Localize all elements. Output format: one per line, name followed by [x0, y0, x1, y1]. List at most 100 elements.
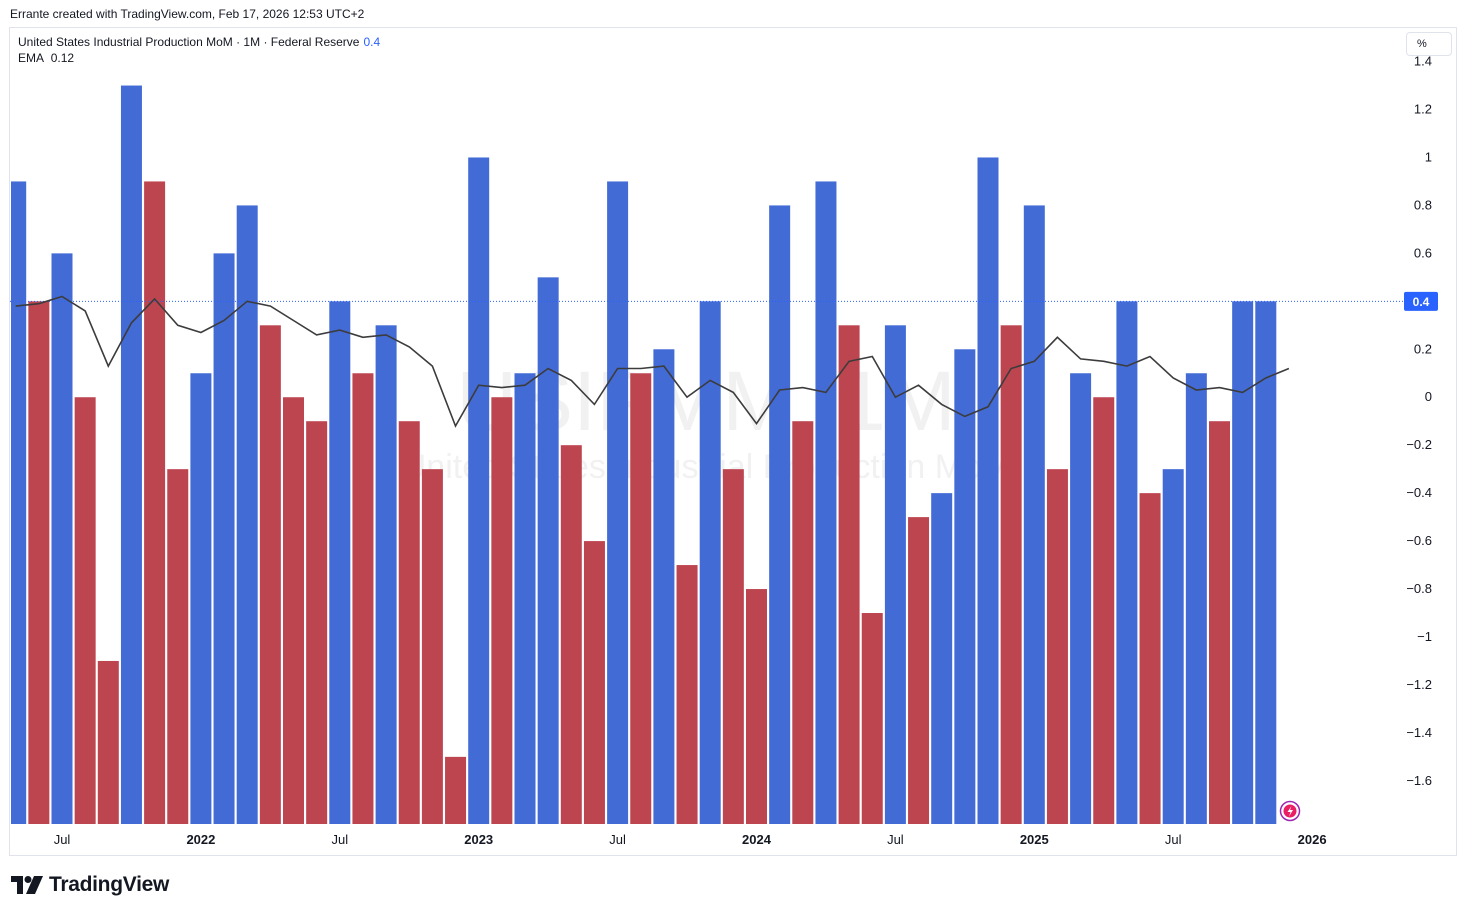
x-tick-year-label: 2025: [1020, 832, 1049, 847]
y-tick-label: −1.4: [1406, 725, 1432, 740]
percent-unit-button[interactable]: %: [1406, 32, 1452, 56]
bar: [1185, 373, 1207, 824]
bar: [746, 589, 767, 824]
x-tick-month-label: Jul: [609, 832, 626, 847]
bar: [699, 301, 721, 824]
bar: [468, 157, 490, 825]
bar: [491, 397, 513, 824]
bar: [653, 349, 675, 824]
bar: [11, 181, 27, 824]
bar: [1139, 493, 1161, 824]
y-tick-label: −0.6: [1406, 533, 1432, 548]
bar: [560, 445, 582, 824]
bar: [676, 565, 698, 824]
bar: [607, 181, 629, 824]
tradingview-logo-text: TradingView: [49, 873, 170, 896]
bar: [144, 181, 166, 824]
bar: [1000, 325, 1022, 824]
bar: [1162, 469, 1184, 824]
chart-credit: Errante created with TradingView.com, Fe…: [10, 7, 365, 21]
series-title: United States Industrial Production MoM …: [18, 35, 360, 49]
bar: [931, 493, 953, 824]
bar: [537, 277, 559, 825]
bar: [445, 756, 467, 824]
x-tick-year-label: 2026: [1298, 832, 1327, 847]
bar: [120, 85, 142, 824]
x-tick-year-label: 2022: [186, 832, 215, 847]
y-tick-label: 0: [1425, 389, 1432, 404]
bar: [1046, 469, 1068, 824]
y-tick-label: −0.8: [1406, 581, 1432, 596]
y-tick-label: 1: [1425, 149, 1432, 164]
bar: [1093, 397, 1115, 824]
y-tick-label: −0.2: [1406, 437, 1432, 452]
x-tick-month-label: Jul: [54, 832, 71, 847]
x-tick-month-label: Jul: [887, 832, 904, 847]
bar: [1209, 421, 1230, 824]
bar: [792, 421, 814, 824]
y-tick-label: −1.2: [1406, 677, 1432, 692]
series-legend[interactable]: United States Industrial Production MoM …: [18, 34, 380, 66]
last-value-tag-label: 0.4: [1413, 295, 1430, 309]
bar: [375, 325, 397, 824]
bar: [861, 613, 883, 824]
y-tick-label: −1: [1417, 629, 1432, 644]
y-tick-label: 1.4: [1414, 54, 1432, 69]
bars-layer: [11, 85, 1277, 825]
bar: [1070, 373, 1092, 824]
x-tick-year-label: 2024: [742, 832, 772, 847]
series-legend-row[interactable]: United States Industrial Production MoM …: [18, 34, 380, 50]
x-axis[interactable]: Jul 2022 Jul 2023 Jul 2024 Jul 2025 Jul 2026: [54, 832, 1327, 847]
bar: [28, 301, 50, 824]
y-tick-label: 0.2: [1414, 341, 1432, 356]
tradingview-logo[interactable]: TradingView: [11, 873, 169, 897]
bar: [398, 421, 420, 824]
bar: [352, 373, 374, 824]
bar: [167, 469, 189, 824]
bar: [838, 325, 860, 824]
bar: [1232, 301, 1254, 824]
bar: [977, 157, 999, 825]
bar: [421, 469, 443, 824]
chart-frame: [9, 27, 1457, 856]
series-value: 0.4: [363, 35, 381, 49]
bar: [1255, 301, 1277, 824]
bar: [583, 541, 605, 824]
y-axis[interactable]: 1.4 1.2 1 0.8 0.6 0.2 0 −0.2 −0.4 −0.6 −0.8 −1 −1.2 −…: [1406, 54, 1432, 788]
bar: [51, 253, 73, 825]
flash-icon[interactable]: [1279, 800, 1301, 822]
last-value-tag: 0.4: [1404, 291, 1438, 311]
y-tick-label: 0.6: [1414, 245, 1432, 260]
bar: [1116, 301, 1138, 824]
y-tick-label: 0.8: [1414, 197, 1432, 212]
bar: [190, 373, 212, 824]
ema-legend-row[interactable]: EMA 0.12: [18, 50, 380, 66]
x-tick-month-label: Jul: [1165, 832, 1182, 847]
ema-label: EMA: [18, 51, 45, 65]
bar: [1023, 205, 1045, 824]
bar: [722, 469, 744, 824]
bar: [306, 421, 328, 824]
tradingview-logo-icon: [11, 876, 43, 894]
bar: [815, 181, 837, 824]
y-tick-label: −0.4: [1406, 485, 1432, 500]
bar: [908, 517, 930, 824]
bar: [74, 397, 96, 824]
bar: [259, 325, 281, 824]
bar: [514, 373, 536, 824]
bar: [329, 301, 351, 824]
bar: [630, 373, 652, 824]
bar: [769, 205, 791, 824]
y-tick-label: −1.6: [1406, 773, 1432, 788]
x-tick-month-label: Jul: [331, 832, 348, 847]
ema-line: [15, 295, 1290, 428]
bar: [213, 253, 235, 825]
bar: [954, 349, 976, 824]
y-tick-label: 1.2: [1414, 102, 1432, 117]
bar: [97, 660, 119, 824]
ema-value: 0.12: [50, 51, 75, 65]
x-tick-year-label: 2023: [464, 832, 493, 847]
bar: [236, 205, 258, 824]
bar: [884, 325, 906, 824]
